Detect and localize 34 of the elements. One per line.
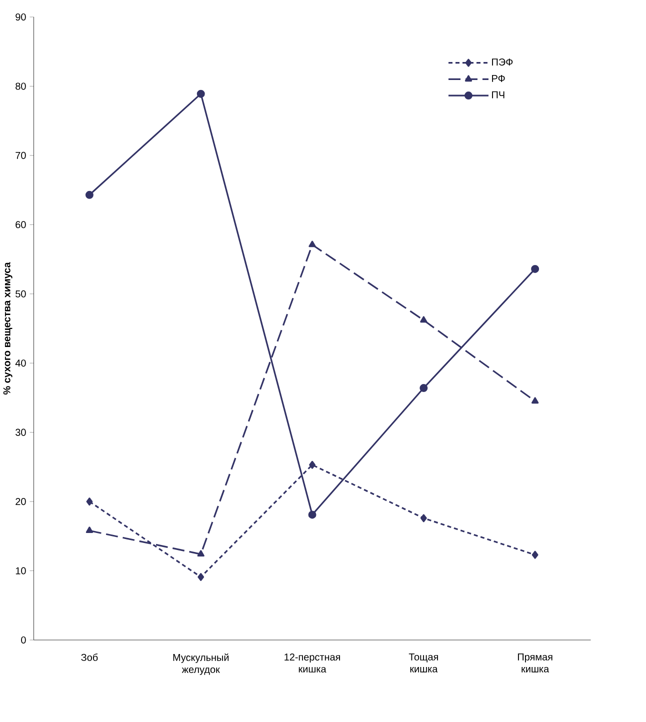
point <box>86 526 93 534</box>
point <box>308 460 316 469</box>
y-tick-label: 20 <box>15 498 26 506</box>
point <box>85 190 94 199</box>
y-tick-label: 50 <box>15 290 26 298</box>
point <box>308 240 316 248</box>
x-tick-label: Тощая кишка <box>408 654 438 672</box>
legend-label: РФ <box>492 74 505 82</box>
point <box>196 90 205 98</box>
point <box>308 510 316 519</box>
point <box>86 498 92 506</box>
point <box>197 573 204 581</box>
y-tick-label: 80 <box>15 82 26 90</box>
point <box>197 550 204 557</box>
point <box>531 397 538 404</box>
x-tick-label: Прямая кишка <box>518 654 552 672</box>
y-tick-label: 90 <box>15 13 26 21</box>
x-tick-label: 12-перстная кишка <box>284 654 340 673</box>
point <box>532 550 538 559</box>
y-tick-label: 70 <box>15 152 26 159</box>
point <box>530 264 539 273</box>
legend-label: ПЭФ <box>492 58 512 66</box>
y-tick-label: 10 <box>16 567 26 574</box>
point <box>420 316 428 323</box>
legend-label: ПЧ <box>492 91 504 98</box>
y-tick-label: 0 <box>20 636 26 644</box>
x-tick-label: Мускульный желудок <box>173 654 228 675</box>
y-axis-title: % сухого вещества химуса <box>3 262 12 395</box>
y-tick-label: 40 <box>15 360 26 367</box>
point <box>419 384 428 392</box>
point <box>420 514 427 522</box>
x-tick-label: Зоб <box>80 654 98 661</box>
y-tick-label: 60 <box>15 221 26 228</box>
y-tick-label: 30 <box>15 428 26 436</box>
